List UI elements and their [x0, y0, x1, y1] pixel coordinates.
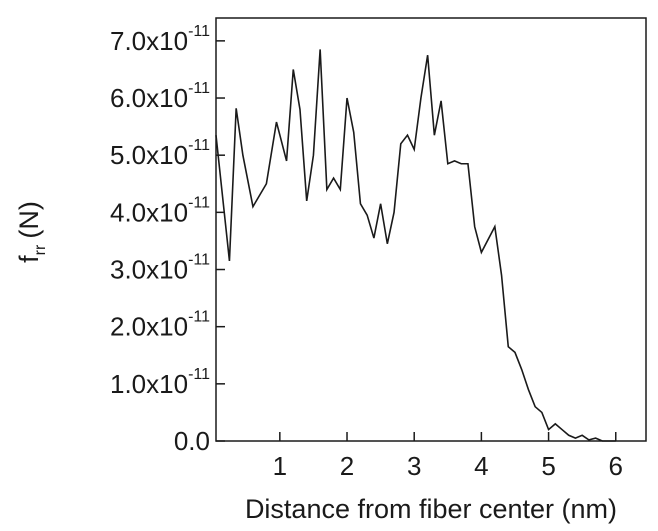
y-tick-exponent: -11 — [188, 137, 210, 154]
x-tick-label: 6 — [609, 451, 623, 481]
y-tick-exponent: -11 — [188, 366, 210, 383]
plot-area — [215, 49, 616, 442]
y-tick-label: 0.0 — [174, 426, 210, 456]
y-tick-exponent: -11 — [188, 80, 210, 97]
y-axis-title-text: frr (N) — [14, 201, 49, 263]
y-tick-mantissa: 4.0x10 — [110, 197, 188, 227]
x-tick-label: 1 — [273, 451, 287, 481]
y-tick-label: 5.0x10-11 — [110, 137, 210, 170]
y-tick-exponent: -11 — [188, 252, 210, 269]
y-tick-mantissa: 6.0x10 — [110, 83, 188, 113]
y-axis-title: frr (N) — [14, 201, 49, 263]
y-tick-mantissa: 5.0x10 — [110, 140, 188, 170]
y-tick-exponent: -11 — [188, 23, 210, 40]
y-axis-title-main: f — [14, 255, 44, 263]
y-tick-label: 3.0x10-11 — [110, 252, 210, 285]
y-axis-title-unit: (N) — [14, 201, 44, 238]
y-tick-exponent: -11 — [188, 309, 210, 326]
y-tick-label: 2.0x10-11 — [110, 309, 210, 342]
x-tick-label: 4 — [474, 451, 488, 481]
y-axis-title-subscript: rr — [32, 244, 49, 255]
x-tick-label: 5 — [541, 451, 555, 481]
y-tick-labels: 0.01.0x10-112.0x10-113.0x10-114.0x10-115… — [110, 23, 210, 456]
y-tick-mantissa: 1.0x10 — [110, 369, 188, 399]
data-series-line — [215, 49, 616, 442]
y-tick-label: 4.0x10-11 — [110, 194, 210, 227]
y-tick-mantissa: 0.0 — [174, 426, 210, 456]
x-tick-label: 3 — [407, 451, 421, 481]
y-tick-label: 1.0x10-11 — [110, 366, 210, 399]
y-tick-mantissa: 3.0x10 — [110, 255, 188, 285]
x-tick-labels: 1 2 3 4 5 6 — [273, 451, 623, 481]
y-tick-mantissa: 7.0x10 — [110, 26, 188, 56]
plot-frame — [215, 17, 647, 442]
y-tick-label: 6.0x10-11 — [110, 80, 210, 113]
y-tick-exponent: -11 — [188, 194, 210, 211]
y-tick-mantissa: 2.0x10 — [110, 312, 188, 342]
x-tick-label: 2 — [340, 451, 354, 481]
y-tick-label: 7.0x10-11 — [110, 23, 210, 56]
y-ticks — [216, 40, 225, 442]
x-axis-title: Distance from fiber center (nm) — [245, 494, 617, 524]
x-ticks — [279, 432, 617, 441]
